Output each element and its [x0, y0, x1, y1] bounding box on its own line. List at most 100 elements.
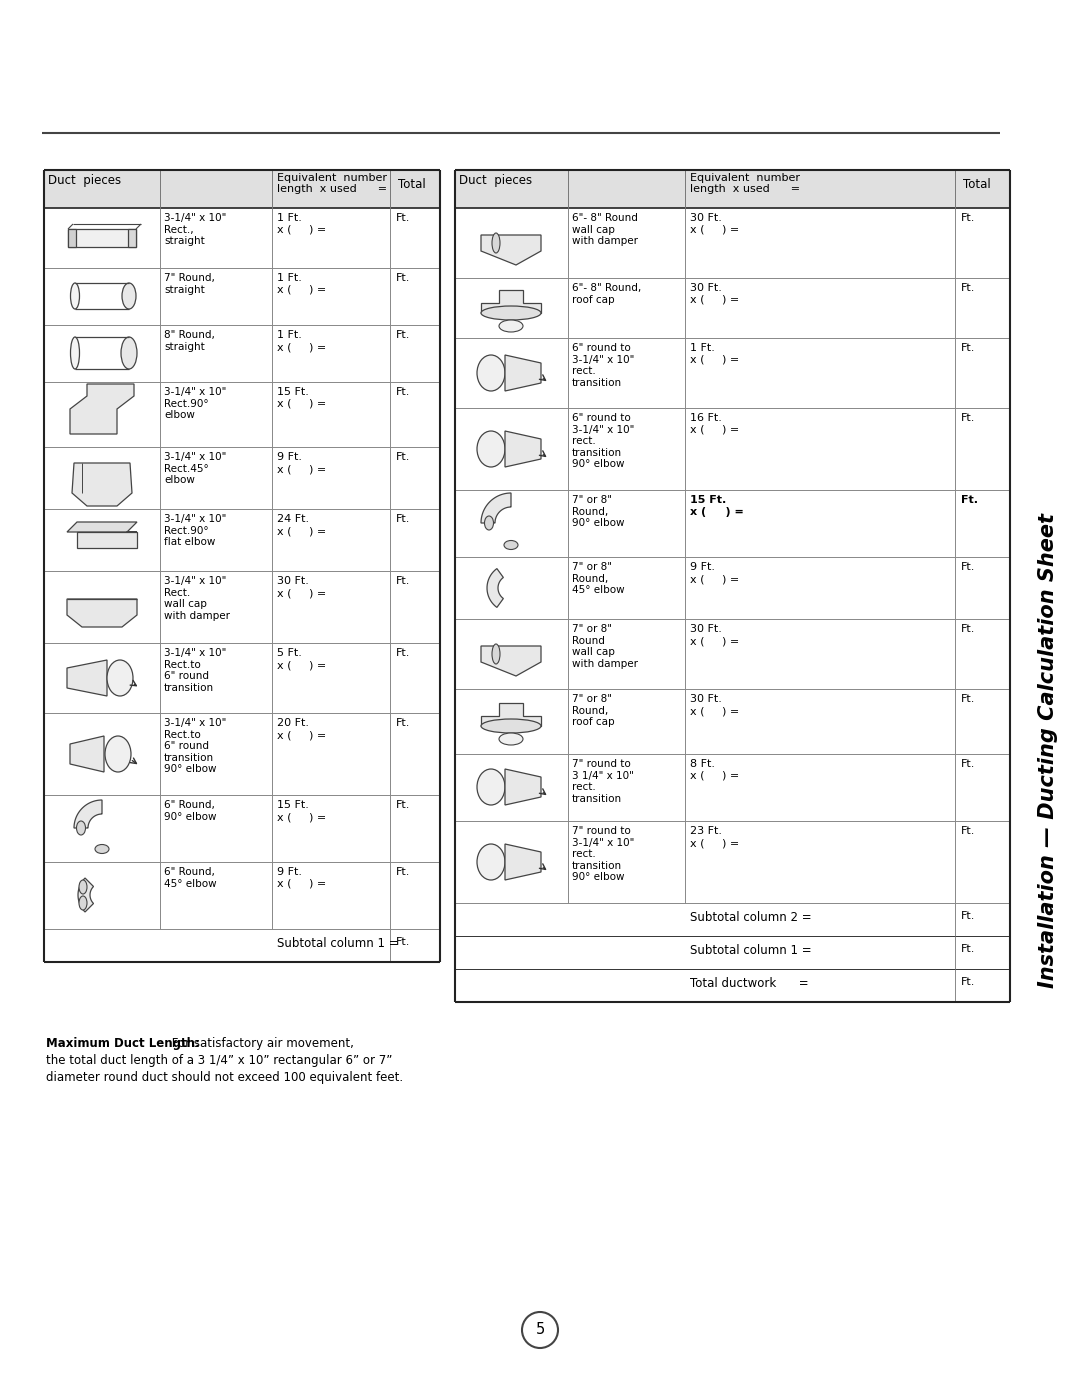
Text: Ft.: Ft.	[961, 944, 975, 954]
Polygon shape	[481, 645, 541, 676]
Text: Ft.: Ft.	[396, 272, 410, 284]
Text: 7" round to
3-1/4" x 10"
rect.
transition
90° elbow: 7" round to 3-1/4" x 10" rect. transitio…	[572, 826, 634, 883]
Ellipse shape	[79, 895, 87, 909]
Text: Ft.: Ft.	[396, 387, 410, 397]
Ellipse shape	[477, 355, 505, 391]
Text: x (     ) =: x ( ) =	[276, 731, 326, 740]
Text: Ft.: Ft.	[961, 911, 975, 921]
Bar	[44, 447, 440, 509]
Ellipse shape	[121, 337, 137, 369]
Text: length  x used      =: length x used =	[690, 184, 800, 194]
Text: 1 Ft.: 1 Ft.	[690, 344, 715, 353]
Text: 30 Ft.: 30 Ft.	[690, 694, 721, 704]
Ellipse shape	[477, 432, 505, 467]
Text: 5 Ft.: 5 Ft.	[276, 648, 302, 658]
Text: 8 Ft.: 8 Ft.	[690, 759, 715, 768]
Text: x (     ) =: x ( ) =	[690, 705, 739, 717]
Bar	[455, 490, 1010, 557]
Text: Ft.: Ft.	[961, 624, 975, 634]
Text: 3-1/4" x 10"
Rect.90°
elbow: 3-1/4" x 10" Rect.90° elbow	[164, 387, 227, 420]
Ellipse shape	[492, 644, 500, 664]
Bar	[455, 902, 1010, 936]
Text: x (     ) =: x ( ) =	[690, 771, 739, 781]
Text: Maximum Duct Length:: Maximum Duct Length:	[46, 1037, 200, 1051]
Text: 3-1/4" x 10"
Rect.90°
flat elbow: 3-1/4" x 10" Rect.90° flat elbow	[164, 514, 227, 548]
Bar	[44, 208, 440, 268]
Polygon shape	[481, 493, 511, 522]
Polygon shape	[481, 703, 541, 726]
Text: 3-1/4" x 10"
Rect.to
6" round
transition: 3-1/4" x 10" Rect.to 6" round transition	[164, 648, 227, 693]
Text: Subtotal column 1 =: Subtotal column 1 =	[690, 944, 812, 957]
Polygon shape	[78, 879, 94, 912]
Text: Duct  pieces: Duct pieces	[48, 175, 121, 187]
Text: 7" Round,
straight: 7" Round, straight	[164, 272, 215, 295]
Text: x (     ) =: x ( ) =	[276, 812, 326, 821]
Text: Ft.: Ft.	[961, 826, 975, 835]
Text: 1 Ft.: 1 Ft.	[276, 212, 302, 224]
Bar	[44, 862, 440, 929]
Text: Ft.: Ft.	[396, 937, 410, 947]
Text: 1 Ft.: 1 Ft.	[276, 330, 302, 339]
Ellipse shape	[477, 768, 505, 805]
Polygon shape	[487, 569, 503, 608]
Bar	[455, 970, 1010, 1002]
Text: x (     ) =: x ( ) =	[276, 588, 326, 598]
Polygon shape	[70, 384, 134, 434]
Text: 7" or 8"
Round,
45° elbow: 7" or 8" Round, 45° elbow	[572, 562, 624, 595]
Text: Ft.: Ft.	[961, 562, 975, 571]
Text: Equivalent  number: Equivalent number	[276, 173, 387, 183]
Polygon shape	[75, 800, 102, 828]
Polygon shape	[505, 768, 541, 805]
Text: Total: Total	[963, 177, 990, 191]
Text: Ft.: Ft.	[961, 977, 975, 988]
Text: x (     ) =: x ( ) =	[690, 507, 744, 517]
Ellipse shape	[485, 515, 494, 529]
Ellipse shape	[79, 880, 87, 894]
Text: 7" or 8"
Round,
90° elbow: 7" or 8" Round, 90° elbow	[572, 495, 624, 528]
Text: Subtotal column 1 =: Subtotal column 1 =	[276, 937, 399, 950]
Text: x (     ) =: x ( ) =	[276, 342, 326, 352]
Polygon shape	[67, 522, 137, 532]
Ellipse shape	[95, 845, 109, 854]
Polygon shape	[481, 235, 541, 265]
Bar	[44, 571, 440, 643]
Bar	[44, 268, 440, 326]
Ellipse shape	[70, 337, 80, 369]
Bar	[44, 795, 440, 862]
Text: length  x used      =: length x used =	[276, 184, 387, 194]
Ellipse shape	[492, 233, 500, 253]
Bar	[68, 229, 76, 247]
Bar	[44, 643, 440, 712]
Text: x (     ) =: x ( ) =	[690, 355, 739, 365]
Text: Subtotal column 2 =: Subtotal column 2 =	[690, 911, 812, 923]
Text: 30 Ft.: 30 Ft.	[690, 212, 721, 224]
Text: 6"- 8" Round
wall cap
with damper: 6"- 8" Round wall cap with damper	[572, 212, 638, 246]
Text: Ft.: Ft.	[396, 718, 410, 728]
Bar	[455, 689, 1010, 754]
Bar	[44, 170, 440, 208]
Bar	[455, 170, 1010, 208]
Text: x (     ) =: x ( ) =	[690, 225, 739, 235]
Text: 30 Ft.: 30 Ft.	[690, 624, 721, 634]
Text: the total duct length of a 3 1/4” x 10” rectangular 6” or 7”: the total duct length of a 3 1/4” x 10” …	[46, 1053, 392, 1067]
Bar	[44, 326, 440, 381]
Bar	[455, 408, 1010, 490]
Text: Ft.: Ft.	[396, 800, 410, 810]
Text: Installation — Ducting Calculation Sheet: Installation — Ducting Calculation Sheet	[1038, 513, 1058, 988]
Text: 6" round to
3-1/4" x 10"
rect.
transition
90° elbow: 6" round to 3-1/4" x 10" rect. transitio…	[572, 414, 634, 469]
Text: Duct  pieces: Duct pieces	[459, 175, 532, 187]
Polygon shape	[505, 844, 541, 880]
Text: Ft.: Ft.	[396, 868, 410, 877]
Text: Ft.: Ft.	[396, 576, 410, 585]
Ellipse shape	[481, 719, 541, 733]
Text: Ft.: Ft.	[961, 284, 975, 293]
Text: x (     ) =: x ( ) =	[276, 659, 326, 671]
Text: Total: Total	[399, 177, 426, 191]
Text: x (     ) =: x ( ) =	[276, 879, 326, 888]
Bar	[129, 229, 136, 247]
Ellipse shape	[481, 306, 541, 320]
Ellipse shape	[77, 821, 85, 835]
Text: 1 Ft.: 1 Ft.	[276, 272, 302, 284]
Bar	[44, 509, 440, 571]
Polygon shape	[505, 432, 541, 467]
